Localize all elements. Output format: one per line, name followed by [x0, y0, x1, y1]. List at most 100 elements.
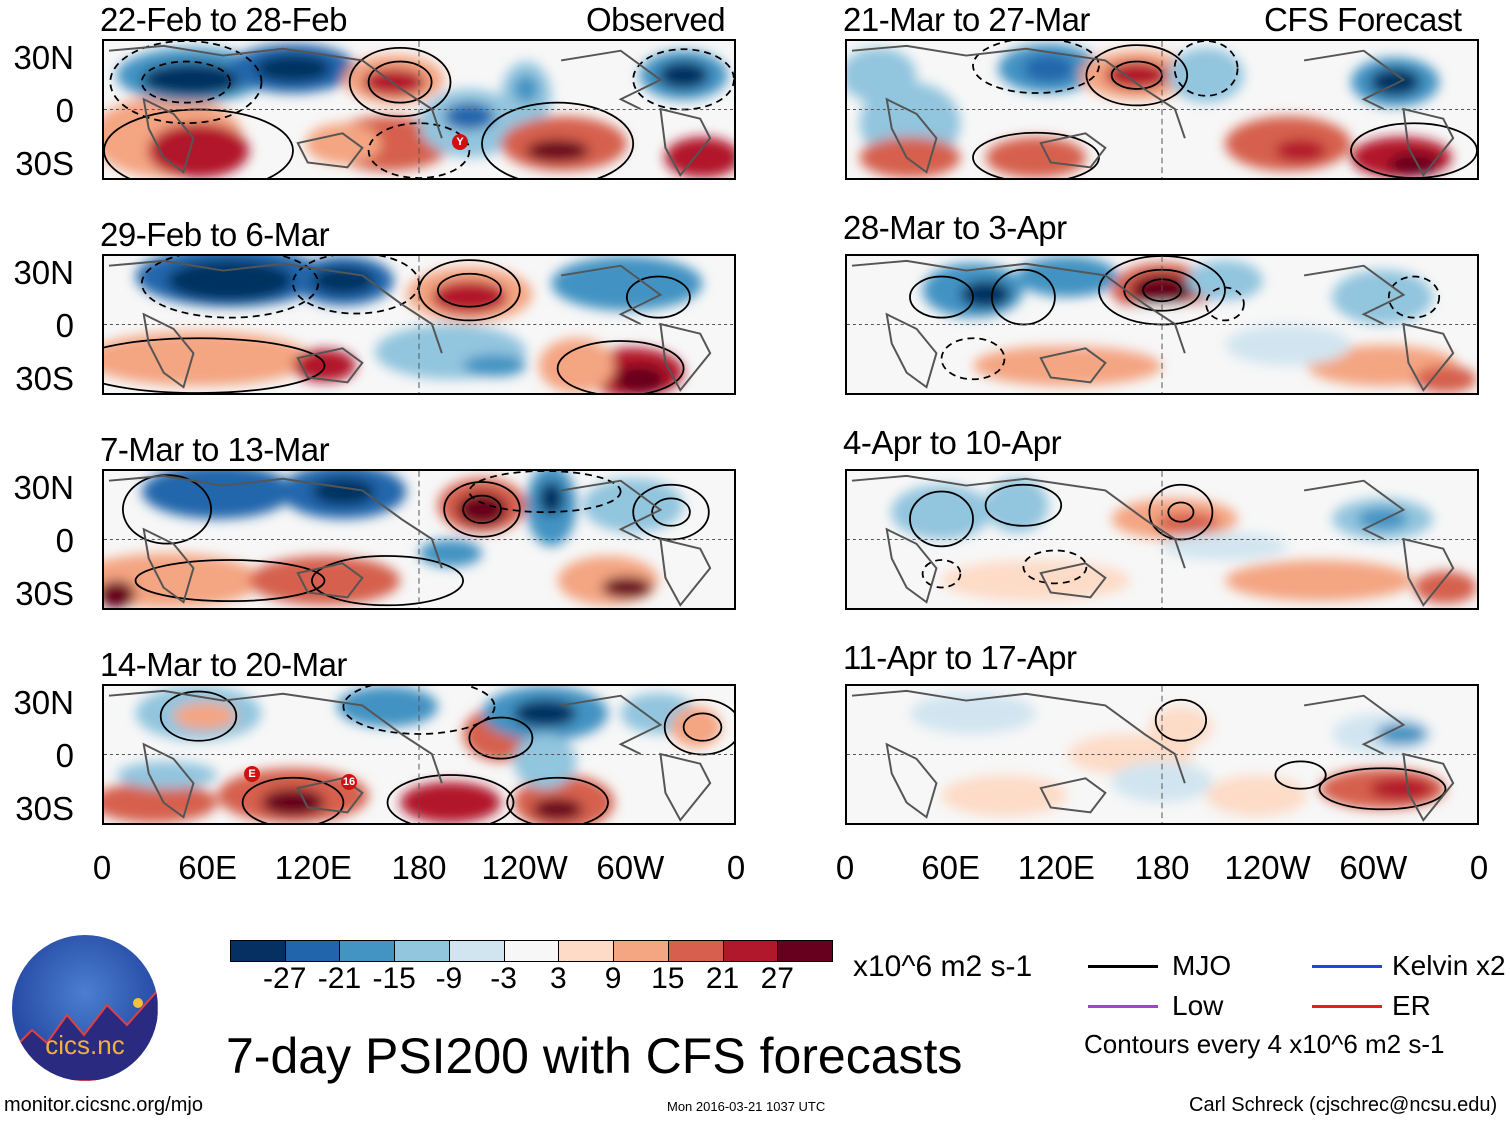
mjo-contour: [462, 494, 502, 524]
colorbar-label: 15: [651, 962, 685, 995]
anomaly-shading: [941, 775, 1068, 817]
lon-label: 60E: [921, 849, 981, 886]
anomaly-shading: [1414, 571, 1477, 604]
colorbar-label: -21: [317, 962, 362, 995]
panel-title: 21-Mar to 27-Mar: [843, 1, 1090, 38]
mjo-contour: [468, 471, 622, 513]
mjo-contour: [626, 275, 691, 319]
anomaly-shading: [419, 539, 482, 567]
map-panel: [845, 254, 1479, 395]
map-panel: [845, 469, 1479, 610]
mjo-contour: [1205, 286, 1245, 322]
anomaly-shading: [167, 260, 293, 302]
cicsnc-logo: cics.nc: [12, 935, 158, 1081]
mjo-contour: [437, 272, 502, 308]
anomaly-shading: [910, 692, 1036, 734]
mjo-contour: [468, 716, 534, 760]
mjo-contour: [972, 41, 1100, 94]
lon-label: 60E: [178, 849, 238, 886]
lat-label: 0: [55, 307, 74, 344]
mjo-contour: [241, 776, 345, 823]
contour-note: Contours every 4 x10^6 m2 s-1: [1084, 1029, 1445, 1059]
anomaly-shading: [513, 699, 577, 728]
lon-label: 0: [1469, 849, 1489, 886]
anomaly-shading: [614, 365, 665, 393]
colorbar-swatch: [777, 940, 833, 962]
mjo-contour: [104, 108, 294, 178]
anomaly-shading: [104, 781, 218, 823]
anomaly-shading: [1369, 68, 1421, 96]
mjo-contour: [386, 774, 515, 823]
colorbar-swatch: [394, 940, 450, 962]
coastlines: [851, 689, 1455, 822]
coastlines: [851, 44, 1455, 177]
anomaly-shading: [526, 139, 590, 162]
anomaly-shading: [1332, 269, 1433, 325]
mjo-contour: [1154, 698, 1207, 742]
mjo-contour: [1387, 275, 1441, 319]
anomaly-shading: [1187, 260, 1263, 302]
legend-kelvin-line: [1312, 965, 1382, 968]
colorbar-label: -9: [435, 962, 463, 995]
anomaly-shading: [1225, 324, 1351, 366]
lat-label: 30N: [13, 469, 74, 506]
map-panel: [102, 39, 736, 180]
anomaly-shading: [255, 54, 331, 83]
anomaly-shading: [444, 102, 495, 131]
colorbar-label: 9: [604, 962, 622, 995]
mjo-contour: [481, 101, 635, 178]
coastlines: [108, 474, 712, 607]
colorbar-label: 3: [550, 962, 567, 995]
anomaly-shading: [431, 280, 508, 314]
anomaly-shading: [1149, 706, 1213, 748]
logo-text: cics.nc: [45, 1030, 125, 1060]
panel-title: 11-Apr to 17-Apr: [843, 639, 1077, 676]
anomaly-shading: [538, 481, 564, 515]
anomaly-shading: [551, 256, 703, 311]
lon-label: 0: [92, 849, 112, 886]
anomaly-shading: [941, 560, 1131, 602]
lat-label: 0: [55, 92, 74, 129]
anomaly-shading: [582, 477, 684, 533]
legend-kelvin-label: Kelvin x2: [1392, 950, 1506, 981]
colorbar-label: -27: [263, 962, 307, 995]
anomaly-shading: [1111, 761, 1213, 803]
colorbar-swatch: [448, 940, 505, 962]
anomaly-shading: [664, 136, 734, 178]
mjo-contour: [921, 559, 962, 589]
anomaly-shading: [1017, 256, 1118, 298]
legend-low-line: [1088, 1005, 1158, 1008]
mjo-contour: [1085, 44, 1189, 107]
anomaly-shading: [141, 471, 293, 519]
colorbar-swatch: [667, 940, 724, 962]
anomaly-shading: [337, 686, 438, 728]
lon-label: 0: [835, 849, 855, 886]
mjo-contour: [292, 256, 420, 315]
anomaly-shading: [538, 338, 615, 393]
lat-label: 30N: [13, 254, 74, 291]
anomaly-shading: [148, 123, 249, 178]
mjo-contour: [1167, 501, 1195, 523]
mjo-contour: [1173, 41, 1239, 97]
footer-url[interactable]: monitor.cicsnc.org/mjo: [4, 1094, 203, 1116]
anomaly-shading: [1206, 775, 1307, 817]
colorbar-swatch: [339, 940, 396, 962]
anomaly-shading: [362, 68, 426, 96]
anomaly-shading: [104, 553, 262, 608]
mjo-contour: [104, 337, 326, 393]
footer-author: Carl Schreck (cjschrec@ncsu.edu): [1189, 1094, 1498, 1116]
coastlines: [108, 689, 712, 822]
mjo-contour: [140, 60, 231, 104]
mjo-contour: [122, 474, 212, 545]
anomaly-shading: [1275, 139, 1326, 162]
legend-mjo-line: [1088, 965, 1158, 968]
anomaly-shading: [400, 781, 501, 823]
anomaly-shading: [671, 706, 722, 748]
anomaly-shading: [311, 266, 375, 295]
panel-title: 28-Mar to 3-Apr: [843, 209, 1067, 246]
coastlines: [851, 259, 1455, 392]
panel-title: 14-Mar to 20-Mar: [100, 646, 347, 683]
lat-label: 30S: [15, 575, 74, 612]
anomaly-shading: [1168, 47, 1244, 103]
coastlines: [851, 474, 1455, 607]
